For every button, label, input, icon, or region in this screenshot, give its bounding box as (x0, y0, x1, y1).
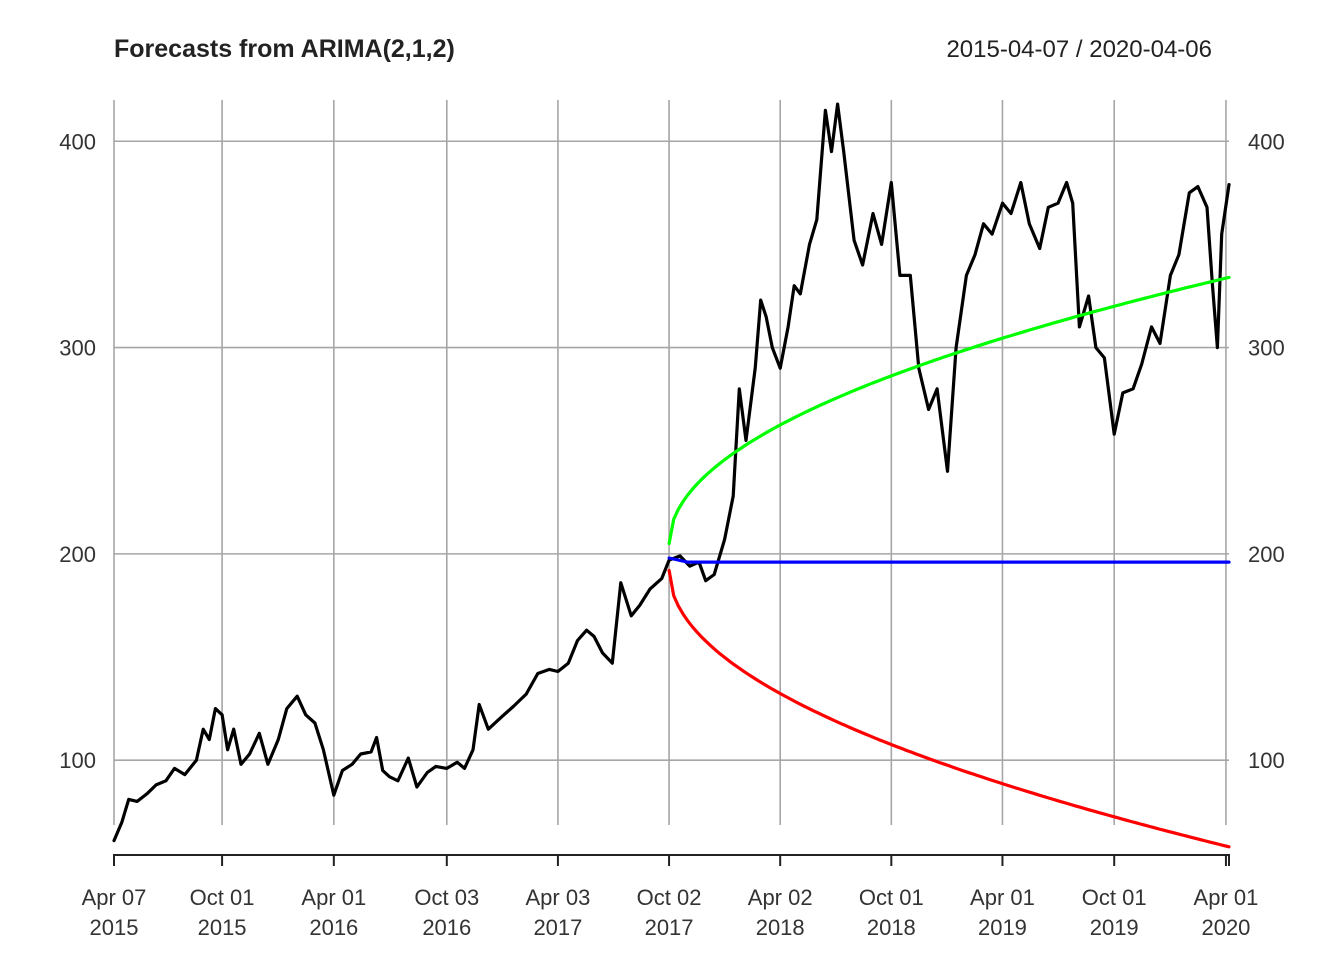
y-tick-label-left: 400 (59, 129, 96, 154)
x-axis: Apr 07 2015 Oct 01 2015 Apr 01 2016 Oct 03 2016… (82, 854, 1259, 940)
x-tick-label-year: 2017 (645, 915, 694, 940)
x-tick-label-date: Oct 02 (637, 885, 702, 910)
x-tick-label-date: Apr 01 (301, 885, 366, 910)
x-tick-label-date: Oct 01 (1082, 885, 1147, 910)
x-tick-label-date: Oct 03 (414, 885, 479, 910)
x-tick-label-year: 2016 (309, 915, 358, 940)
x-tick-label-date: Apr 01 (970, 885, 1035, 910)
y-tick-label-left: 200 (59, 542, 96, 567)
x-tick-label-date: Apr 02 (748, 885, 813, 910)
y-axis-labels: 100 100 200 200 300 300 400 400 (59, 129, 1284, 773)
x-tick-label-year: 2018 (756, 915, 805, 940)
x-tick-label-date: Apr 01 (1194, 885, 1259, 910)
chart-title: Forecasts from ARIMA(2,1,2) (114, 35, 455, 63)
x-tick-label-year: 2017 (533, 915, 582, 940)
y-tick-label-right: 100 (1248, 748, 1285, 773)
series-line-2 (667, 275, 1231, 546)
x-tick-label-year: 2015 (198, 915, 247, 940)
x-tick-label-date: Oct 01 (190, 885, 255, 910)
x-tick-label-year: 2018 (867, 915, 916, 940)
series-layer (112, 102, 1231, 849)
x-tick-label-date: Apr 07 (82, 885, 147, 910)
y-tick-label-left: 300 (59, 336, 96, 361)
y-tick-label-right: 400 (1248, 129, 1285, 154)
x-tick-label-year: 2020 (1201, 915, 1250, 940)
x-tick-label-year: 2016 (422, 915, 471, 940)
x-tick-label-year: 2015 (90, 915, 139, 940)
series-line-1 (667, 556, 1231, 564)
x-tick-label-date: Apr 03 (526, 885, 591, 910)
series-line-3 (667, 568, 1231, 849)
date-range-label: 2015-04-07 / 2020-04-06 (946, 36, 1212, 63)
y-tick-label-right: 200 (1248, 542, 1285, 567)
x-tick-label-date: Oct 01 (859, 885, 924, 910)
y-tick-label-right: 300 (1248, 336, 1285, 361)
series-line-0 (112, 102, 1231, 843)
grid (113, 100, 1229, 825)
y-tick-label-left: 100 (59, 748, 96, 773)
x-tick-label-year: 2019 (978, 915, 1027, 940)
x-tick-label-year: 2019 (1090, 915, 1139, 940)
